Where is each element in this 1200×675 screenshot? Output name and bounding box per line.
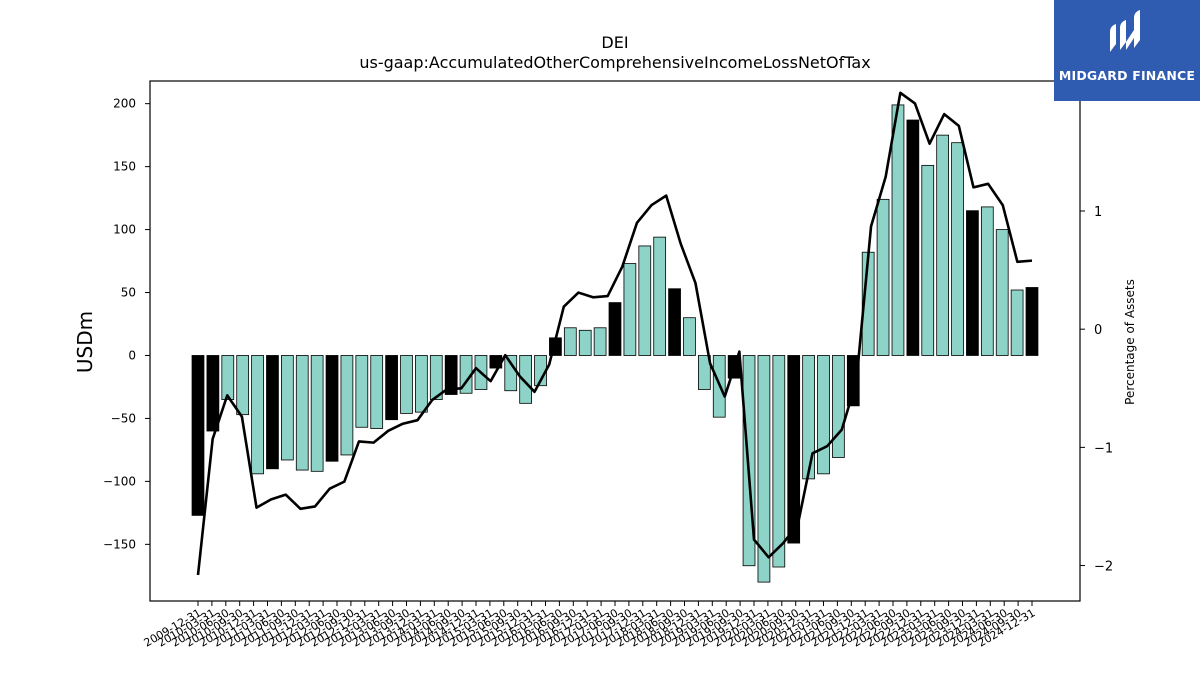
bar <box>236 355 250 416</box>
y2-tick-label: −1 <box>1094 441 1113 456</box>
bar <box>891 104 905 356</box>
bar <box>683 317 696 356</box>
bar <box>221 355 235 400</box>
bar <box>563 327 577 356</box>
bar <box>593 327 607 356</box>
bar <box>325 355 339 462</box>
bar <box>206 355 220 432</box>
bar <box>653 236 667 356</box>
plot-frame <box>149 80 1081 602</box>
bar <box>980 206 994 356</box>
bar <box>772 355 786 568</box>
bars-group <box>191 104 1039 583</box>
bar <box>876 198 890 356</box>
y-tick-label: 100 <box>113 223 136 237</box>
x-axis-ticks: 2009-12-312010-03-312010-06-302010-09-30… <box>142 601 1038 650</box>
bar <box>846 355 860 407</box>
bar <box>995 229 1009 356</box>
bar <box>385 355 398 421</box>
bar <box>936 134 950 356</box>
bar <box>906 119 920 356</box>
bar <box>519 355 533 404</box>
bar <box>757 355 771 583</box>
line-group <box>196 91 1033 576</box>
bar <box>638 245 652 356</box>
y2-tick-label: 0 <box>1094 323 1102 338</box>
bar <box>504 355 518 392</box>
bar <box>921 164 935 356</box>
y-axis-ticks: −150 −100 −50 0 50 100 150 200 <box>103 97 150 551</box>
bar <box>832 355 845 458</box>
percentage-line <box>196 91 1033 576</box>
bar <box>623 263 637 356</box>
bar <box>578 329 592 356</box>
y-tick-label: −50 <box>111 411 136 425</box>
y2-tick-label: −2 <box>1094 560 1113 575</box>
y-tick-label: −100 <box>103 474 136 488</box>
bar <box>340 355 354 456</box>
y-tick-label: 0 <box>128 348 136 362</box>
bar <box>415 355 428 413</box>
y2-axis-label: Percentage of Assets <box>1123 279 1137 405</box>
logo-text: MIDGARD FINANCE <box>1058 68 1196 83</box>
bar <box>280 355 294 461</box>
bar <box>966 210 979 356</box>
y-tick-label: 150 <box>113 160 136 174</box>
bar <box>802 355 815 480</box>
bar <box>295 355 309 471</box>
bar <box>355 355 369 428</box>
y-tick-label: 50 <box>121 286 136 300</box>
bar <box>951 142 964 356</box>
bar <box>668 288 681 356</box>
bar <box>310 355 324 472</box>
bar <box>1010 289 1024 356</box>
bar <box>444 355 458 395</box>
chart-title: DEI <box>601 33 628 52</box>
bar <box>1025 287 1039 356</box>
bar <box>370 355 384 429</box>
bar <box>787 355 801 544</box>
brand-logo: MIDGARD FINANCE <box>1054 0 1200 101</box>
y-tick-label: −150 <box>103 537 136 551</box>
y-tick-label: 200 <box>113 97 136 111</box>
bar <box>400 355 413 414</box>
bar <box>608 302 622 356</box>
logo-mark-icon <box>1110 10 1140 52</box>
bar <box>817 355 830 475</box>
chart-subtitle: us-gaap:AccumulatedOtherComprehensiveInc… <box>359 53 870 72</box>
y2-tick-label: 1 <box>1094 205 1102 220</box>
y-axis-label: USDm <box>73 311 97 373</box>
bar <box>191 355 205 516</box>
bar <box>251 355 264 475</box>
bar <box>698 355 711 390</box>
bar <box>266 355 279 470</box>
bar <box>429 355 443 400</box>
